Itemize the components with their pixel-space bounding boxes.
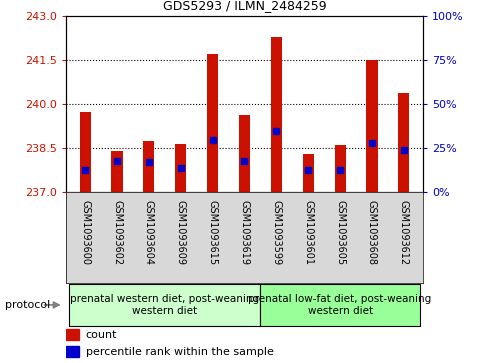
Bar [334,146,345,192]
Bar [80,112,91,192]
Title: GDS5293 / ILMN_2484259: GDS5293 / ILMN_2484259 [163,0,325,12]
Text: GSM1093609: GSM1093609 [175,200,185,265]
Text: percentile rank within the sample: percentile rank within the sample [85,347,273,356]
Bar [143,141,154,192]
Text: GSM1093599: GSM1093599 [271,200,281,265]
Bar [239,115,249,192]
Text: count: count [85,330,117,339]
Bar [270,37,282,192]
Bar [66,329,79,340]
Text: GSM1093608: GSM1093608 [366,200,376,265]
Bar [111,151,122,192]
Bar [397,93,408,192]
Bar [366,60,377,192]
Text: GSM1093602: GSM1093602 [112,200,122,265]
Text: GSM1093604: GSM1093604 [143,200,154,265]
Text: GSM1093619: GSM1093619 [239,200,249,265]
Text: GSM1093615: GSM1093615 [207,200,217,265]
Text: GSM1093605: GSM1093605 [334,200,345,265]
Text: GSM1093612: GSM1093612 [398,200,408,265]
Bar [66,346,79,357]
Text: GSM1093601: GSM1093601 [303,200,313,265]
Text: protocol: protocol [5,300,50,310]
Bar [175,144,186,192]
Bar [260,284,419,326]
Text: prenatal western diet, post-weaning
western diet: prenatal western diet, post-weaning west… [70,294,259,316]
Bar [69,284,260,326]
Bar [206,54,218,192]
Text: GSM1093600: GSM1093600 [80,200,90,265]
Bar [302,154,313,192]
Text: prenatal low-fat diet, post-weaning
western diet: prenatal low-fat diet, post-weaning west… [248,294,431,316]
